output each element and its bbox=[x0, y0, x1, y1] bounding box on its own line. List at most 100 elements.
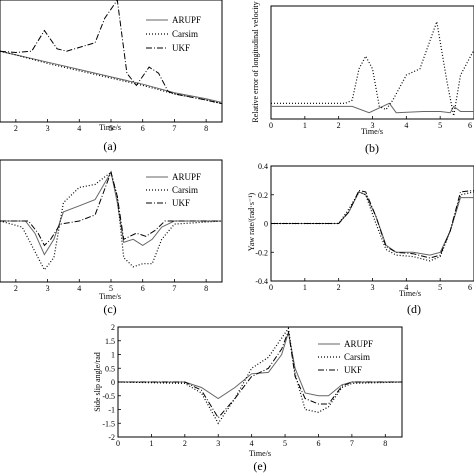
panel-b-xlabel: Time/s bbox=[361, 127, 383, 136]
panel-b-ylabel: Relative error of longitudinal velocity bbox=[251, 1, 260, 122]
panel-a-series-ukf bbox=[0, 0, 223, 105]
panel-d-ytick-label: -0.2 bbox=[255, 248, 268, 257]
legend-a-ukf: UKF bbox=[172, 43, 190, 53]
panel-c-caption: (c) bbox=[103, 302, 116, 316]
panel-e-xtick-label: 8 bbox=[383, 439, 387, 448]
panel-d-xtick-label: 5 bbox=[438, 283, 442, 292]
panel-b-frame bbox=[270, 5, 474, 120]
legend-e-carsim: Carsim bbox=[344, 352, 370, 362]
panel-a-xticks: 2 3 4 5 6 7 8 bbox=[14, 119, 208, 133]
panel-a-xlabel: Time/s bbox=[99, 123, 121, 132]
panel-e-yticks: -2 -1.5 -1 -0.5 0 0.5 1 1.5 2 bbox=[102, 323, 121, 442]
legend-e-ukf: UKF bbox=[344, 365, 362, 375]
legend-a-carsim: Carsim bbox=[172, 29, 198, 39]
panel-b-caption: (b) bbox=[365, 141, 379, 155]
panel-a-xtick-label: 2 bbox=[14, 124, 18, 133]
panel-e-series-ukf bbox=[118, 330, 402, 419]
panel-e-legend: ARUPF Carsim UKF bbox=[318, 339, 373, 375]
panel-b-xtick-label: 6 bbox=[468, 121, 472, 130]
panel-a-series-arupf bbox=[0, 50, 223, 103]
panel-e-xtick-label: 2 bbox=[183, 439, 187, 448]
legend-a-arupf: ARUPF bbox=[172, 15, 201, 25]
panel-b-xtick-label: 1 bbox=[303, 121, 307, 130]
panel-e-caption: (e) bbox=[253, 459, 266, 473]
panel-d-ytick-label: 0.2 bbox=[258, 191, 268, 200]
panel-d-xtick-label: 4 bbox=[404, 283, 408, 292]
panel-c-plot bbox=[0, 170, 223, 271]
panel-e-xtick-label: 6 bbox=[316, 439, 320, 448]
legend-e-arupf: ARUPF bbox=[344, 339, 373, 349]
panel-b-series-line-1 bbox=[271, 19, 474, 117]
panel-c-xtick-label: 4 bbox=[77, 284, 81, 293]
panel-b-plot bbox=[271, 19, 474, 117]
panel-a-plot bbox=[0, 0, 223, 105]
panel-c-xtick-label: 5 bbox=[109, 284, 113, 293]
panel-c-legend: ARUPF Carsim UKF bbox=[146, 172, 201, 208]
panel-b-xtick-label: 4 bbox=[404, 121, 408, 130]
legend-c-arupf: ARUPF bbox=[172, 172, 201, 182]
panel-a-xtick-label: 7 bbox=[172, 124, 176, 133]
panel-e-xticks: 0 1 2 3 4 5 6 7 8 bbox=[116, 434, 387, 448]
panel-e-ytick-label: -0.5 bbox=[102, 392, 115, 401]
panel-d-xtick-label: 6 bbox=[468, 283, 472, 292]
panel-e-ytick-label: 0.5 bbox=[105, 364, 115, 373]
panel-d-series-line-1 bbox=[271, 191, 474, 262]
panel-d-caption: (d) bbox=[407, 302, 421, 316]
panel-a-caption: (a) bbox=[103, 139, 116, 153]
panel-a-xtick-label: 4 bbox=[77, 124, 81, 133]
panel-c-series-ukf bbox=[0, 170, 222, 247]
panel-d-xtick-label: 0 bbox=[269, 283, 273, 292]
panel-d: 0 1 2 3 4 5 6 -0.4 -0.2 0 0.2 0.4 Time/s Yaw rate/… bbox=[247, 162, 474, 316]
panel-d-ylabel: Yaw rate/(rad·s⁻¹) bbox=[247, 192, 256, 251]
panel-e-ytick-label: 2 bbox=[111, 323, 115, 332]
panel-c-xtick-label: 7 bbox=[172, 284, 176, 293]
panel-d-plot bbox=[271, 189, 474, 262]
panel-e-xtick-label: 3 bbox=[216, 439, 220, 448]
panel-b-xtick-label: 0 bbox=[269, 121, 273, 130]
panel-c-xtick-label: 3 bbox=[46, 284, 50, 293]
panel-b-xtick-label: 3 bbox=[371, 121, 375, 130]
panel-c: 2 3 4 5 6 7 8 Time/s (c) ARUPF Carsim UKF bbox=[0, 159, 223, 316]
panel-a-legend: ARUPF Carsim UKF bbox=[146, 15, 201, 53]
panel-e-xtick-label: 4 bbox=[250, 439, 254, 448]
legend-c-ukf: UKF bbox=[172, 198, 190, 208]
panel-c-xlabel: Time/s bbox=[99, 292, 121, 301]
panel-e-xtick-label: 5 bbox=[283, 439, 287, 448]
panel-e-ylabel: Side slip angle/rad bbox=[93, 352, 102, 412]
panel-e: 0 1 2 3 4 5 6 7 8 -2 -1.5 -1 -0.5 0 0.5 1 1.5 2 Time/s S… bbox=[93, 323, 403, 473]
panel-d-xticks: 0 1 2 3 4 5 6 bbox=[269, 278, 474, 292]
panel-e-series-arupf bbox=[118, 332, 402, 400]
panel-e-xtick-label: 7 bbox=[350, 439, 354, 448]
panel-a-xtick-label: 8 bbox=[204, 124, 208, 133]
panel-e-ytick-label: -2 bbox=[108, 433, 115, 442]
panel-e-xlabel: Time/s bbox=[249, 449, 271, 458]
panel-e-ytick-label: -1.5 bbox=[102, 419, 115, 428]
panel-b: 0 1 2 3 4 5 6 Time/s Relative error of longitu… bbox=[251, 1, 474, 155]
panel-b-xtick-label: 5 bbox=[438, 121, 442, 130]
panel-e-ytick-label: -1 bbox=[108, 406, 115, 415]
panel-d-ytick-label: -0.4 bbox=[255, 277, 268, 286]
panel-b-xtick-label: 2 bbox=[337, 121, 341, 130]
panel-a-xtick-label: 5 bbox=[109, 124, 113, 133]
panel-a: 2 3 4 5 6 7 8 Time/s (a) ARUPF Carsim UKF bbox=[0, 0, 223, 153]
panel-e-plot bbox=[117, 326, 403, 425]
panel-a-xtick-label: 6 bbox=[141, 124, 145, 133]
panel-c-xticks: 2 3 4 5 6 7 8 bbox=[14, 279, 208, 293]
panel-d-series-line-2 bbox=[271, 189, 474, 259]
panel-b-xticks: 0 1 2 3 4 5 6 bbox=[269, 116, 474, 130]
panel-d-yticks: -0.4 -0.2 0 0.2 0.4 bbox=[255, 162, 274, 286]
legend-c-carsim: Carsim bbox=[172, 185, 198, 195]
panel-d-xlabel: Time/s bbox=[399, 289, 421, 298]
panel-c-xtick-label: 6 bbox=[141, 284, 145, 293]
panel-e-series-carsim bbox=[117, 326, 403, 425]
panel-a-xtick-label: 3 bbox=[46, 124, 50, 133]
panel-d-xtick-label: 2 bbox=[337, 283, 341, 292]
panel-e-xtick-label: 0 bbox=[116, 439, 120, 448]
panel-e-ytick-label: 0 bbox=[111, 378, 115, 387]
panel-e-ytick-label: 1 bbox=[111, 351, 115, 360]
panel-e-xtick-label: 1 bbox=[149, 439, 153, 448]
panel-d-series-line-0 bbox=[271, 191, 474, 256]
panel-d-ytick-label: 0.4 bbox=[258, 162, 268, 171]
panel-b-series-line-0 bbox=[271, 102, 474, 114]
